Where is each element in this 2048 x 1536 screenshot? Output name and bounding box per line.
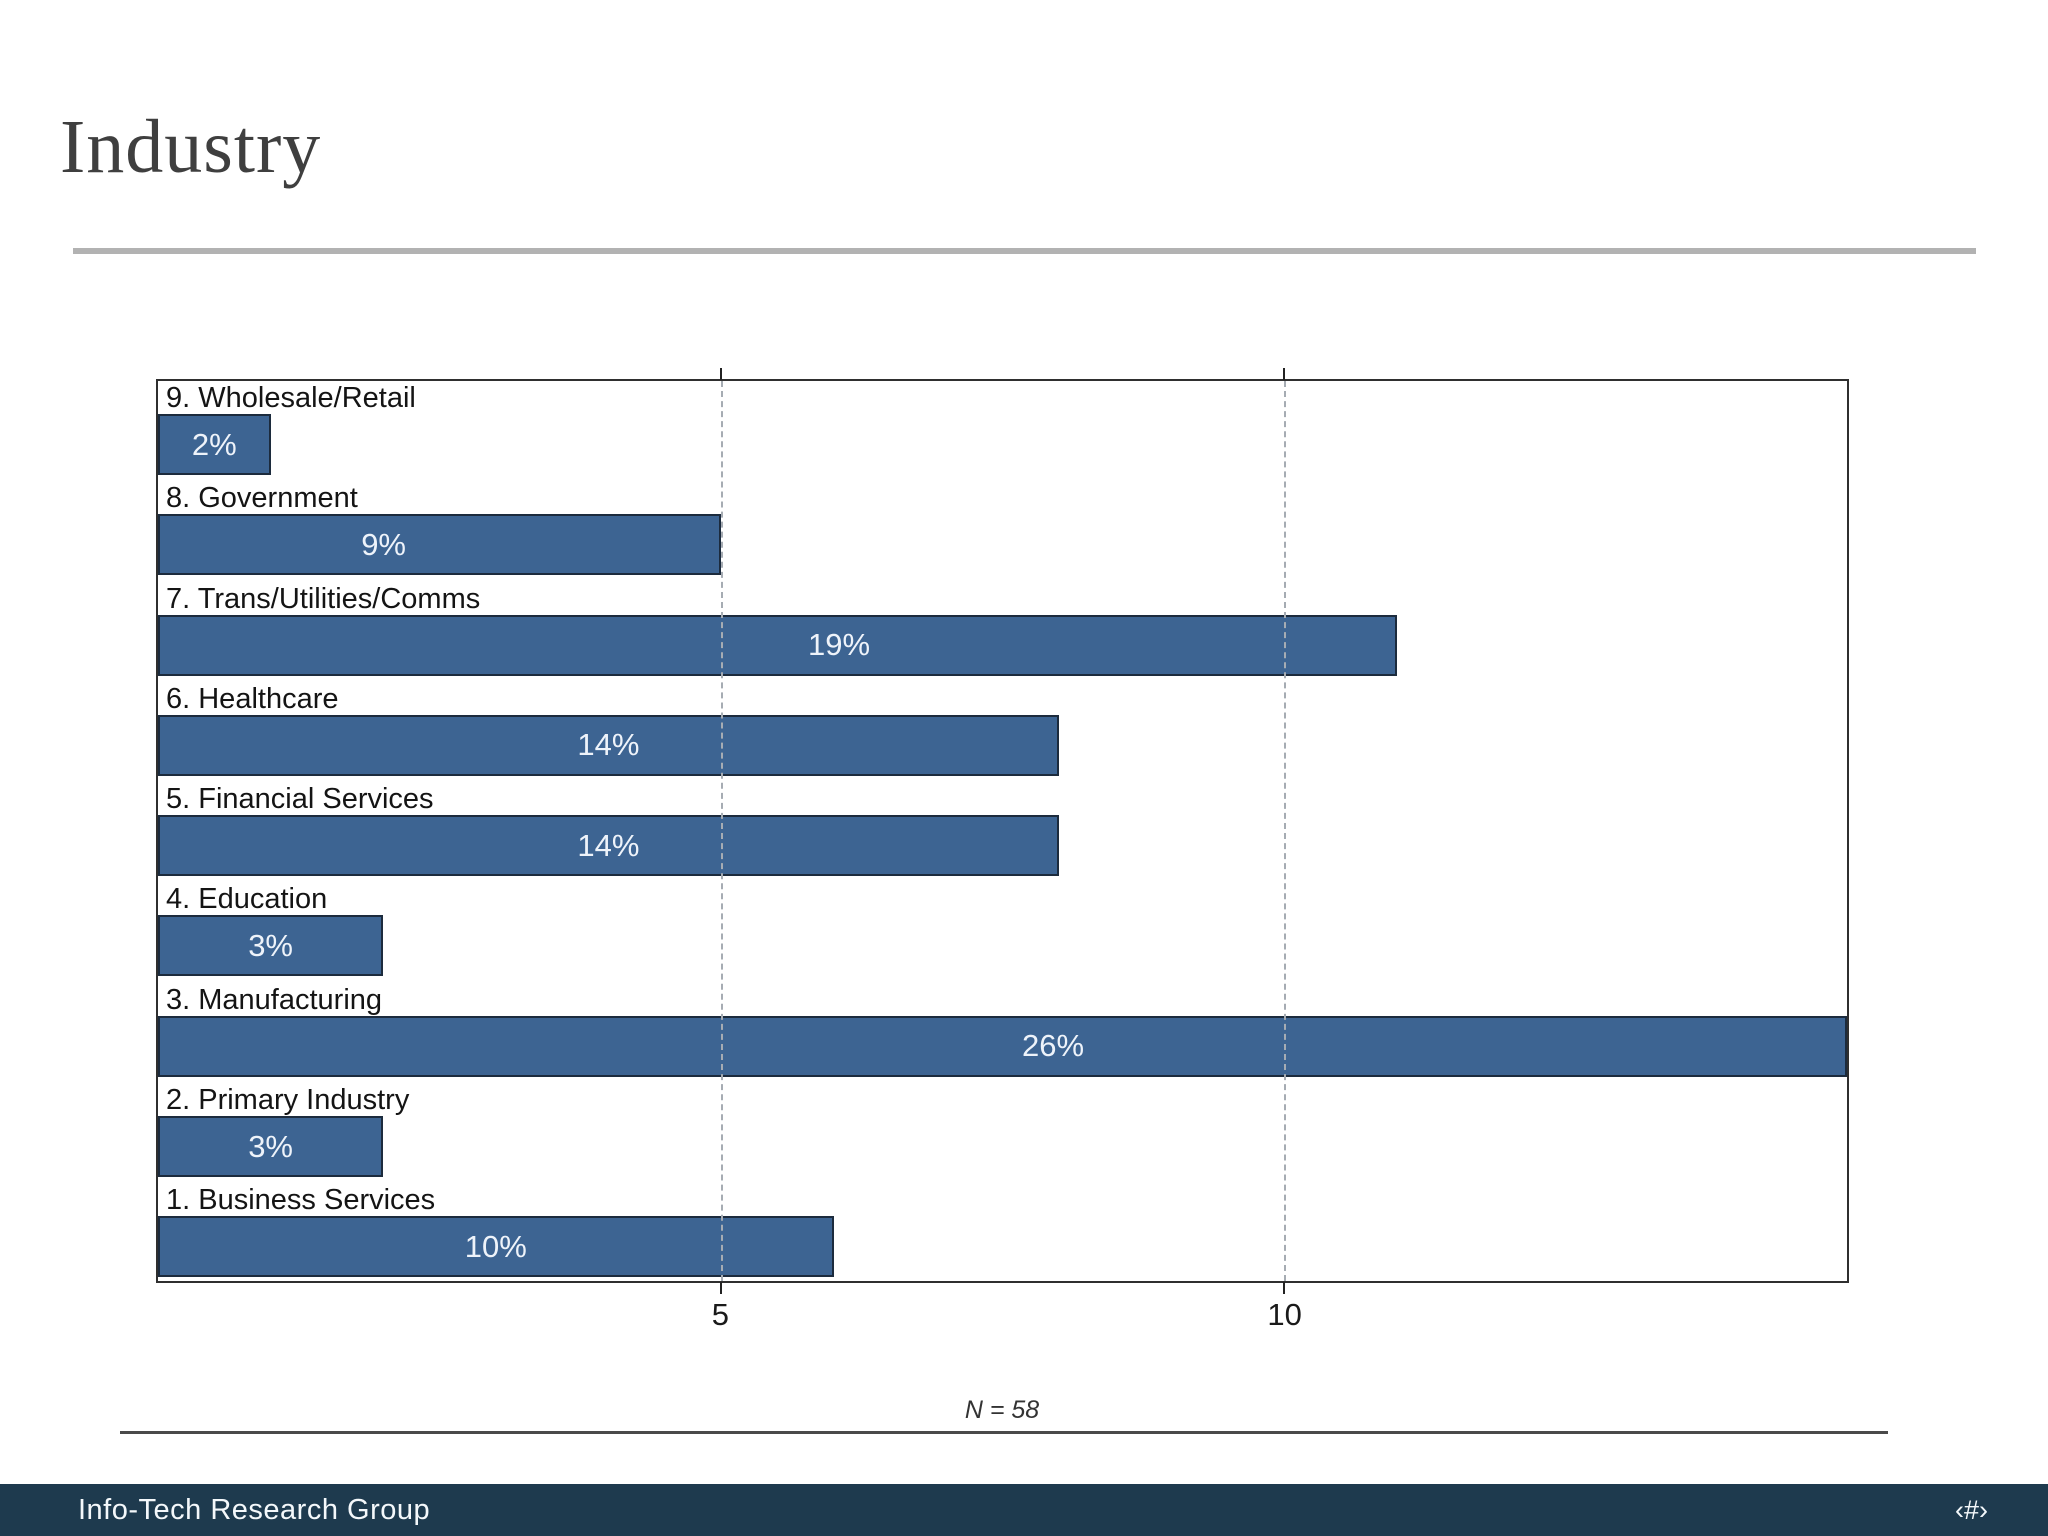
- title-divider: [73, 248, 1976, 254]
- bar-value-label: 2%: [191, 426, 237, 462]
- bar: 19%: [158, 614, 1397, 676]
- bar-category-label: 7. Trans/Utilities/Comms: [166, 582, 481, 615]
- bar-row: 1. Business Services 10%: [158, 1183, 1847, 1283]
- bar-value-label: 3%: [248, 927, 293, 963]
- axis-tick-mark: [1282, 1282, 1285, 1294]
- bar: 26%: [158, 1015, 1847, 1077]
- bar-category-label: 3. Manufacturing: [166, 983, 383, 1016]
- page-title: Industry: [60, 105, 322, 189]
- footer-divider: [120, 1431, 1888, 1434]
- bar-category-label: 4. Education: [166, 883, 328, 916]
- bar-value-label: 14%: [577, 827, 640, 863]
- x-axis-tick-label: 10: [1267, 1297, 1302, 1332]
- axis-tick-mark: [719, 1282, 722, 1294]
- bar-row: 9. Wholesale/Retail 2%: [158, 381, 1847, 481]
- bar: 3%: [158, 915, 384, 977]
- bar-category-label: 5. Financial Services: [166, 783, 434, 816]
- bar-value-label: 10%: [464, 1228, 527, 1264]
- gridline: [720, 381, 723, 1281]
- bar-row: 5. Financial Services 14%: [158, 782, 1847, 882]
- axis-tick-mark: [719, 368, 722, 380]
- bar-value-label: 3%: [248, 1128, 293, 1164]
- industry-bar-chart: 9. Wholesale/Retail 2% 8. Government 9% 7. T…: [156, 368, 1849, 1294]
- bar-row: 4. Education 3%: [158, 882, 1847, 982]
- gridline: [1283, 381, 1286, 1281]
- bar-row: 7. Trans/Utilities/Comms 19%: [158, 582, 1847, 682]
- bar: 14%: [158, 714, 1059, 776]
- bar-category-label: 6. Healthcare: [166, 682, 339, 715]
- bar-value-label: 26%: [1022, 1028, 1085, 1064]
- bar-row: 2. Primary Industry 3%: [158, 1083, 1847, 1183]
- bar-value-label: 14%: [577, 727, 640, 763]
- footer-page-number: ‹#›: [1955, 1494, 1988, 1525]
- bar: 3%: [158, 1116, 384, 1178]
- bar: 9%: [158, 514, 721, 576]
- bar-row: 6. Healthcare 14%: [158, 682, 1847, 782]
- x-axis-tick-label: 5: [711, 1297, 729, 1332]
- sample-size-note: N = 58: [964, 1396, 1040, 1424]
- bar-category-label: 2. Primary Industry: [166, 1084, 410, 1117]
- bar: 14%: [158, 815, 1059, 877]
- footer-brand: Info-Tech Research Group: [78, 1493, 431, 1526]
- bar-category-label: 9. Wholesale/Retail: [166, 382, 416, 414]
- bar: 10%: [158, 1216, 834, 1278]
- bar-row: 8. Government 9%: [158, 481, 1847, 581]
- axis-tick-mark: [1282, 368, 1285, 380]
- bar: 2%: [158, 414, 271, 475]
- footer-bar: Info-Tech Research Group ‹#›: [0, 1484, 2048, 1536]
- bar-category-label: 8. Government: [166, 482, 358, 515]
- bar-value-label: 9%: [361, 526, 406, 562]
- bar-category-label: 1. Business Services: [166, 1184, 436, 1217]
- bar-row: 3. Manufacturing 26%: [158, 983, 1847, 1083]
- bar-value-label: 19%: [807, 627, 871, 663]
